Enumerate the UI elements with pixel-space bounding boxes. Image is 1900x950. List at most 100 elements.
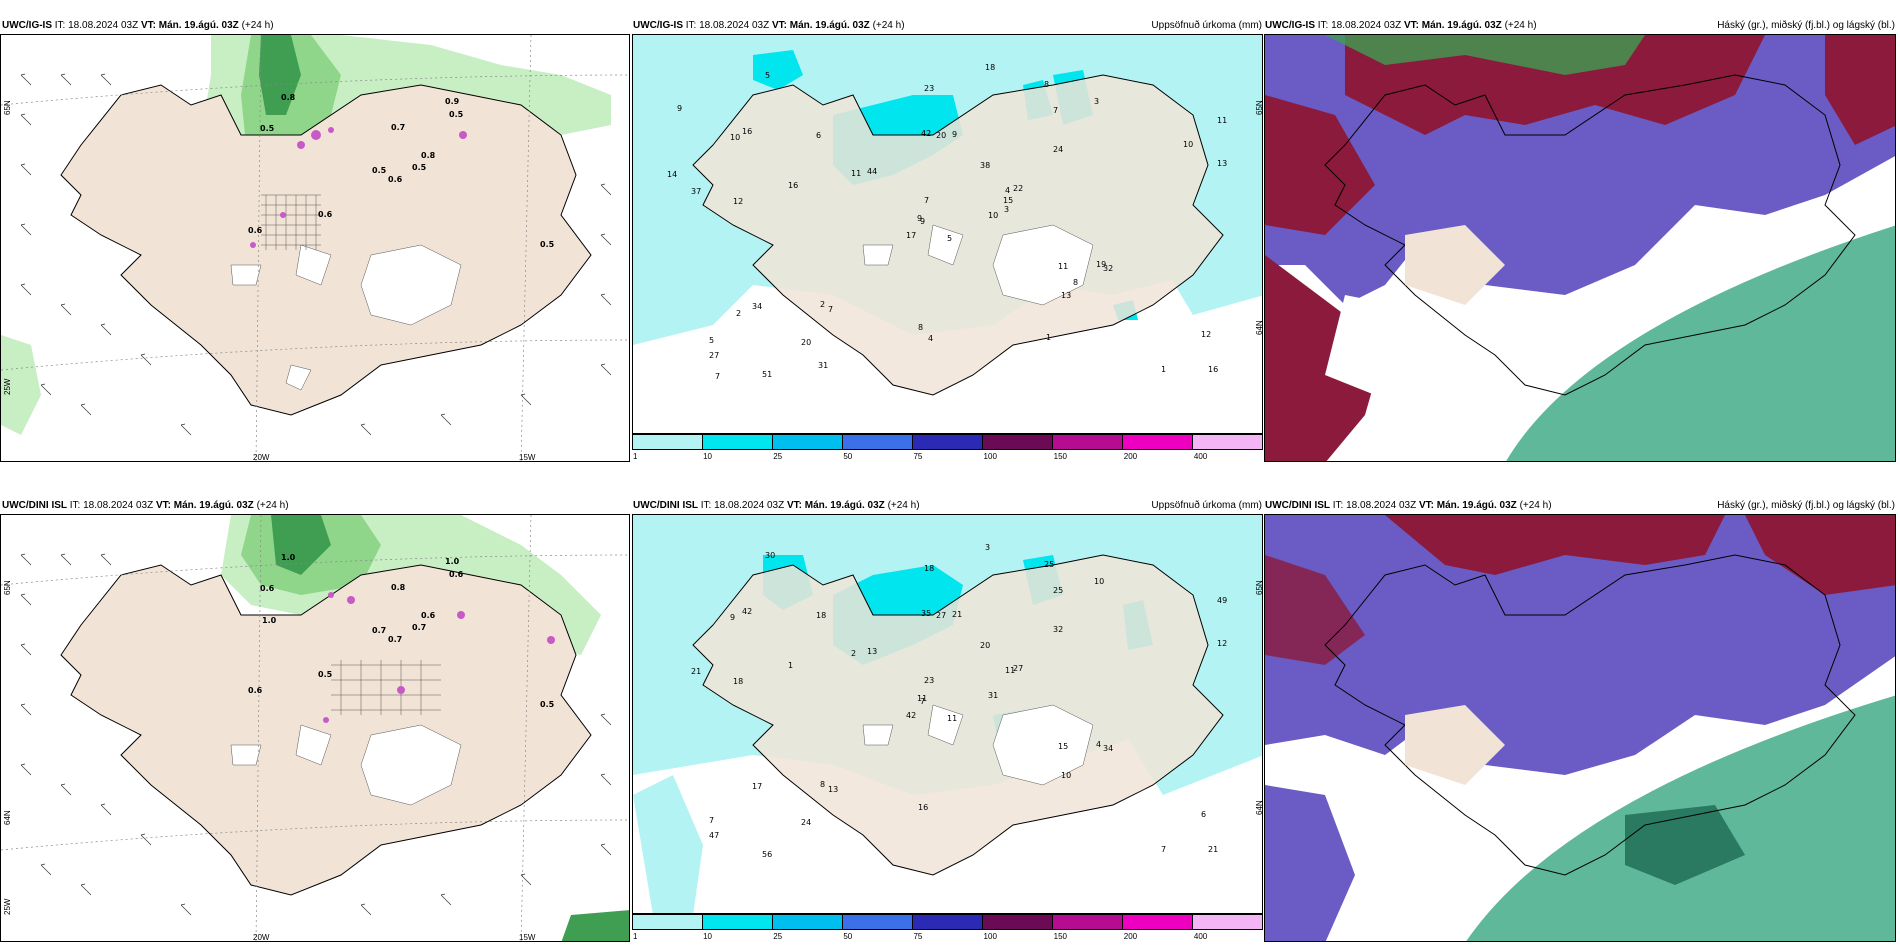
map-value-label: 0.6 (318, 210, 333, 219)
map-value-label: 7 (924, 196, 930, 205)
cloud-map-2 (1265, 515, 1895, 941)
map-value-label: 0.6 (388, 175, 403, 184)
map-value-label: 34 (1103, 744, 1114, 753)
map-value-label: 16 (1208, 365, 1219, 374)
cloud-panel-2 (1264, 514, 1896, 942)
it-value: 18.08.2024 03Z (1346, 500, 1417, 511)
map-value-label: 0.5 (372, 166, 387, 175)
vt-label: VT: (1403, 20, 1419, 31)
map-value-label: 34 (752, 302, 763, 311)
precip-panel-1-header: UWC/IG-IS IT: 18.08.2024 03Z VT: Mán. 19… (633, 18, 1263, 34)
map-value-label: 10 (730, 133, 741, 142)
map-value-label: 20 (980, 641, 991, 650)
map-value-label: 9 (677, 104, 683, 113)
colorbar-swatch (913, 915, 983, 929)
wind-panel-1-header: UWC/IG-IS IT: 18.08.2024 03Z VT: Mán. 19… (2, 18, 622, 34)
colorbar-swatch (1123, 915, 1193, 929)
colorbar-tick-label: 400 (1193, 932, 1208, 941)
map-value-label: 27 (936, 611, 947, 620)
it-value: 18.08.2024 03Z (714, 500, 785, 511)
lat-label: 64N (1255, 320, 1263, 335)
map-value-label: 0.7 (388, 635, 403, 644)
map-value-label: 6 (816, 131, 822, 140)
colorbar-tick-label: 150 (1053, 452, 1068, 461)
map-value-label: 3 (1094, 97, 1100, 106)
map-value-label: 0.6 (260, 584, 275, 593)
map-value-label: 0.7 (412, 623, 427, 632)
lat-label: 65N (3, 580, 12, 595)
map-value-label: 1 (1161, 365, 1167, 374)
colorbar-swatch (1053, 435, 1123, 449)
map-value-label: 8 (1073, 278, 1079, 287)
map-value-label: 30 (765, 551, 776, 560)
map-value-label: 5 (765, 71, 771, 80)
lat-label: 65N (1255, 580, 1263, 595)
map-value-label: 0.8 (421, 151, 436, 160)
map-value-label: 0.6 (248, 226, 263, 235)
map-value-label: 0.8 (391, 583, 406, 592)
map-value-label: 35 (921, 609, 932, 618)
map-value-label: 23 (924, 676, 935, 685)
map-value-label: 6 (1201, 810, 1207, 819)
map-value-label: 8 (820, 780, 826, 789)
colorbar-swatch (983, 435, 1053, 449)
map-value-label: 0.5 (318, 670, 333, 679)
wind-panel-2-header: UWC/DINI ISL IT: 18.08.2024 03Z VT: Mán.… (2, 498, 622, 514)
map-value-label: 0.6 (449, 570, 464, 579)
map-value-label: 3 (1004, 205, 1010, 214)
map-value-label: 11 (947, 714, 958, 723)
colorbar-2 (632, 914, 1263, 930)
map-value-label: 5 (709, 336, 715, 345)
vt-label: VT: (786, 500, 802, 511)
cloud-map-1 (1265, 35, 1895, 461)
lon-label: 15W (519, 933, 536, 942)
map-value-label: 15 (1058, 742, 1069, 751)
map-value-label: 51 (762, 370, 773, 379)
map-value-label: 25 (1044, 560, 1055, 569)
precip-panel-1: 65N 64N 5 10 9 5 4 7 8 9 7 10 5 16 12 11 17 24 51 42 38 34 4… (632, 34, 1263, 434)
wind-panel-1: 65N 25W 20W 15W 0.6 0.5 0.5 0.6 0.8 0.6 0.9 0.7… (0, 34, 630, 462)
it-label: IT: (1317, 20, 1329, 31)
lead-time: (+24 h) (872, 20, 905, 31)
colorbar-tick-label: 1 (633, 932, 638, 941)
it-label: IT: (69, 500, 81, 511)
vt-label: VT: (1418, 500, 1434, 511)
map-value-label: 1.0 (262, 616, 277, 625)
colorbar-swatch (1193, 435, 1262, 449)
wind-map-2 (1, 515, 629, 941)
map-value-label: 18 (924, 564, 935, 573)
map-value-label: 8 (1044, 80, 1050, 89)
colorbar-ticks-1: 1 10 25 50 75 100 150 200 400 (632, 452, 1263, 462)
map-value-label: 13 (1217, 159, 1228, 168)
map-value-label: 13 (828, 785, 839, 794)
map-value-label: 16 (742, 127, 753, 136)
model-name: UWC/IG-IS (2, 20, 52, 31)
cloud-title: Háský (gr.), miðský (fj.bl.) og lágský (… (1717, 20, 1895, 31)
colorbar-tick-label: 1 (633, 452, 638, 461)
map-value-label: 0.7 (372, 626, 387, 635)
lat-label: 64N (1255, 800, 1263, 815)
map-value-label: 4 (1096, 740, 1102, 749)
precip-title: Uppsöfnuð úrkoma (mm) (1151, 20, 1262, 31)
lon-label: 25W (3, 898, 12, 915)
lead-time: (+24 h) (887, 500, 920, 511)
map-value-label: 8 (918, 323, 924, 332)
map-value-label: 25 (1053, 586, 1064, 595)
map-value-label: 31 (818, 361, 829, 370)
vt-value: Mán. 19.ágú. 03Z (1436, 500, 1517, 511)
map-value-label: 37 (691, 187, 702, 196)
model-name: UWC/IG-IS (1265, 20, 1315, 31)
colorbar-swatch (703, 435, 773, 449)
cloud-title: Háský (gr.), miðský (fj.bl.) og lágský (… (1717, 500, 1895, 511)
map-value-label: 0.5 (412, 163, 427, 172)
map-value-label: 14 (667, 170, 678, 179)
map-value-label: 2 (820, 300, 826, 309)
map-value-label: 7 (920, 697, 926, 706)
map-value-label: 20 (936, 131, 947, 140)
lead-time: (+24 h) (256, 500, 289, 511)
precip-title: Uppsöfnuð úrkoma (mm) (1151, 500, 1262, 511)
map-value-label: 1.0 (445, 557, 460, 566)
map-value-label: 1 (1046, 333, 1052, 342)
map-value-label: 27 (709, 351, 720, 360)
it-label: IT: (54, 20, 66, 31)
